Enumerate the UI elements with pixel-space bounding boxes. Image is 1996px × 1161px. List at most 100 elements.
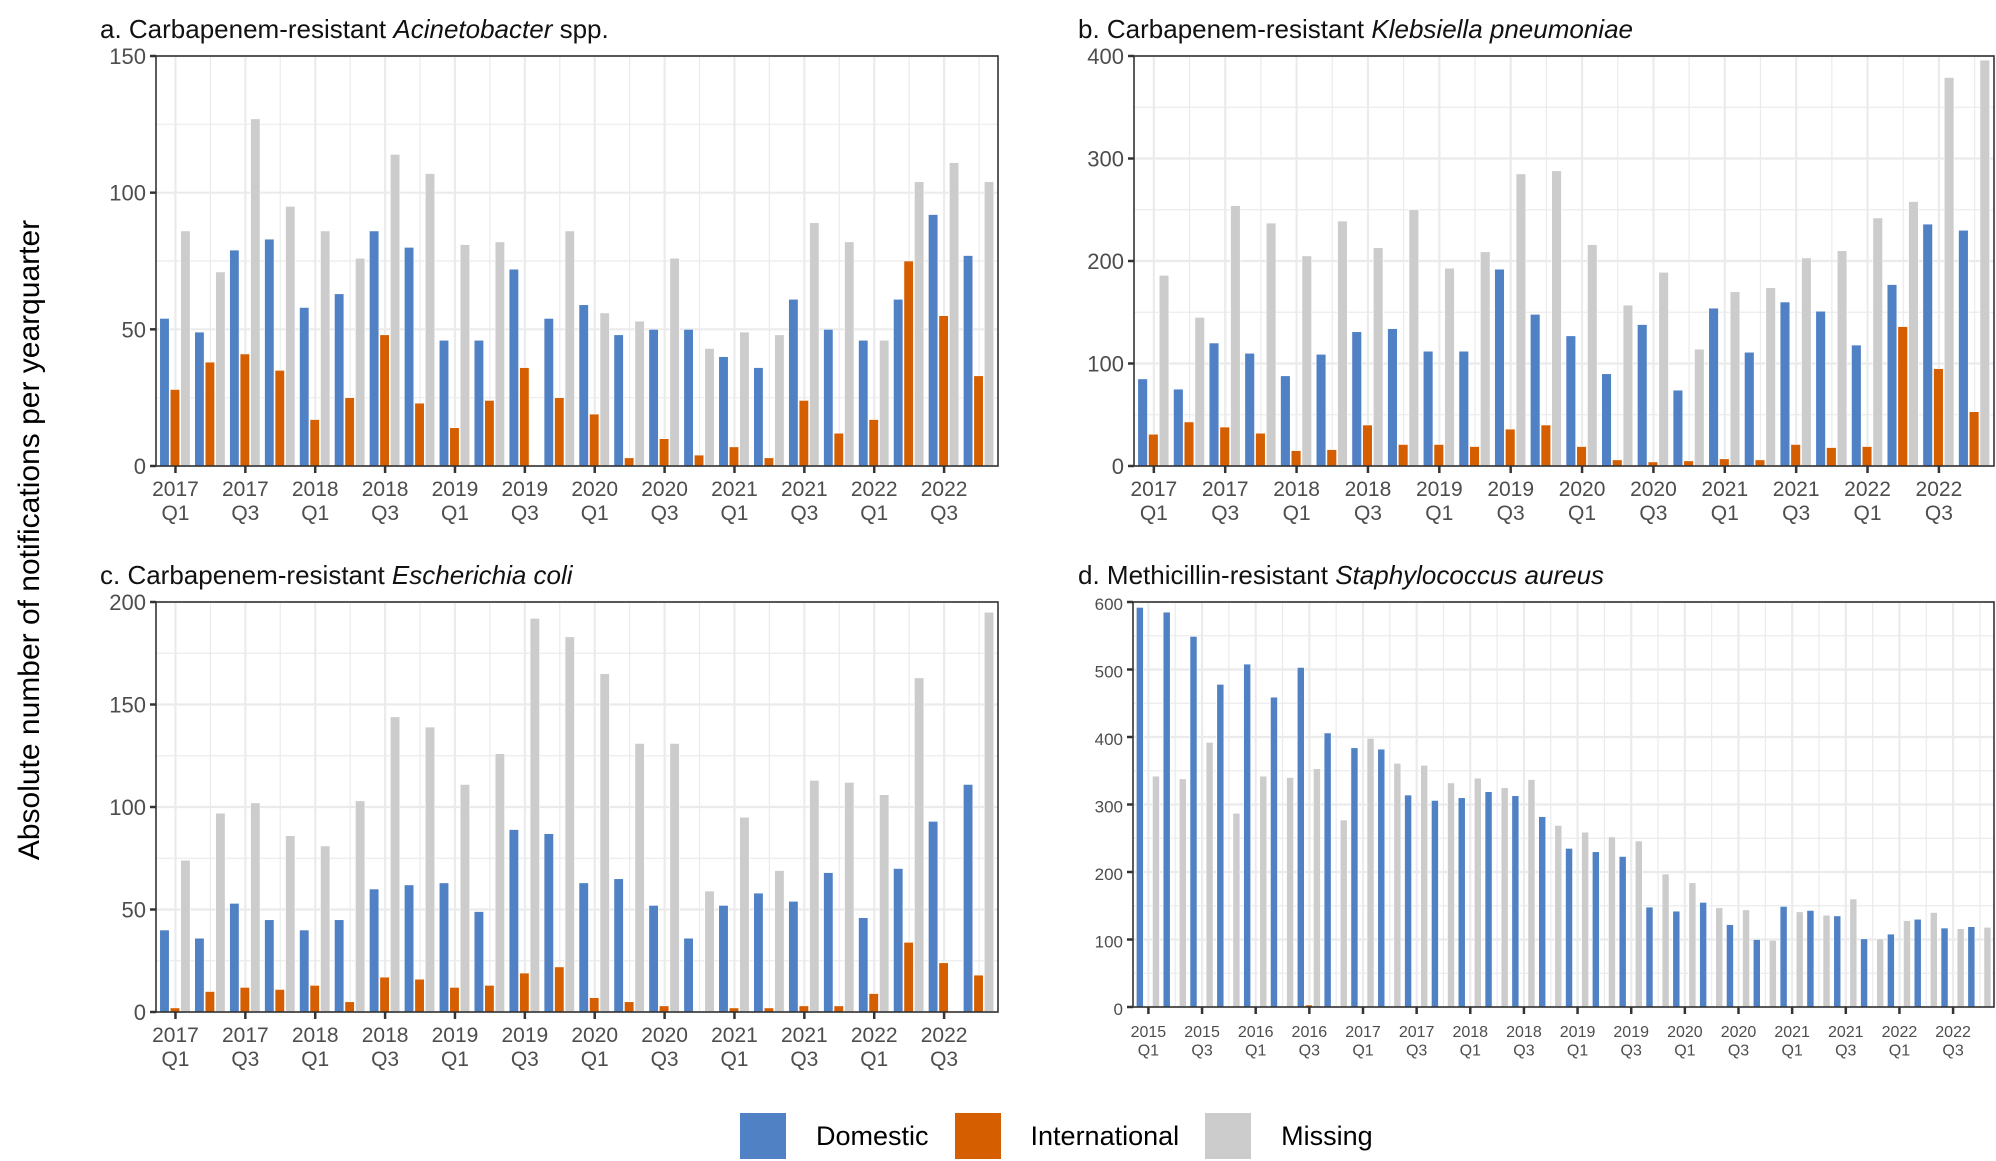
bar-missing: 2019 Q1 Missing: 259 — [1581, 831, 1589, 1008]
bar-missing: 2017 Q1 Missing: 398 — [1366, 738, 1375, 1008]
x-tick-label-quarter: Q1 — [1889, 1042, 1910, 1059]
bar-missing: 2017 Q2 Missing: 361 — [1393, 763, 1402, 1008]
bar-domestic: 2020 Q4 Domestic: 36 — [683, 937, 694, 1013]
bar-domestic: 2019 Q1 Domestic: 112 — [1422, 350, 1434, 467]
x-tick-label-year: 2019 — [1416, 478, 1463, 501]
bar-domestic: 2021 Q3 Domestic: 61 — [788, 298, 799, 467]
bar-missing: 2018 Q1 Missing: 205 — [1301, 255, 1312, 467]
bar-international: 2017 Q3 International: 12 — [239, 987, 250, 1013]
bar-domestic: 2019 Q4 Domestic: 148 — [1530, 313, 1541, 467]
x-tick-label-quarter: Q1 — [1245, 1042, 1266, 1059]
bar-domestic: 2020 Q2 Domestic: 65 — [613, 878, 624, 1013]
x-tick-label-quarter: Q3 — [1513, 1042, 1534, 1059]
bar-missing: 2022 Q1 Missing: 46 — [879, 339, 890, 467]
x-tick-label-quarter: Q3 — [1782, 502, 1810, 525]
x-tick-label-quarter: Q1 — [161, 1048, 189, 1071]
bar-missing: 2016 Q2 Missing: 340 — [1286, 777, 1294, 1008]
bar-missing: 2019 Q3 Missing: 246 — [1634, 840, 1643, 1008]
x-tick-label-quarter: Q3 — [930, 502, 958, 525]
bar-domestic: 2021 Q3 Domestic: 160 — [1779, 301, 1791, 467]
legend-label: International — [1030, 1120, 1180, 1151]
bar-international: 2020 Q4 International: 4 — [693, 454, 705, 467]
x-tick-label-year: 2019 — [1560, 1024, 1596, 1041]
x-tick-label-year: 2016 — [1292, 1024, 1328, 1041]
y-tick-label: 100 — [109, 181, 146, 206]
bar-missing: 2018 Q3 Missing: 144 — [390, 716, 401, 1013]
x-tick-label-quarter: Q1 — [581, 1048, 609, 1071]
x-tick-label-year: 2017 — [1130, 478, 1177, 501]
bar-missing: 2022 Q4 Missing: 118 — [1983, 927, 1992, 1008]
bar-domestic: 2019 Q2 Domestic: 230 — [1592, 851, 1600, 1008]
title-prefix: d. Methicillin-resistant — [1078, 560, 1336, 590]
bar-missing: 2019 Q1 Missing: 81 — [459, 244, 470, 467]
x-tick-label-quarter: Q3 — [231, 1048, 259, 1071]
bar-missing: 2021 Q3 Missing: 89 — [809, 222, 820, 467]
bar-domestic: 2020 Q2 Domestic: 155 — [1699, 902, 1707, 1008]
bar-missing: 2022 Q3 Missing: 111 — [949, 162, 960, 467]
bar-international: 2022 Q4 International: 18 — [973, 974, 984, 1013]
bar-domestic: 2021 Q1 Domestic: 40 — [718, 356, 729, 467]
x-tick-label-quarter: Q3 — [1354, 502, 1382, 525]
title-organism: Escherichia coli — [391, 560, 573, 590]
bar-missing: 2017 Q3 Missing: 127 — [250, 118, 261, 467]
bar-domestic: 2018 Q4 Domestic: 282 — [1538, 816, 1547, 1008]
bar-domestic: 2017 Q4 Domestic: 110 — [1244, 352, 1255, 467]
x-tick-label-year: 2018 — [1345, 478, 1392, 501]
y-tick-label: 300 — [1095, 798, 1123, 817]
y-tick-label: 200 — [109, 590, 146, 615]
bar-domestic: 2017 Q1 Domestic: 384 — [1350, 747, 1359, 1008]
legend-label: Missing — [1281, 1120, 1373, 1151]
bar-missing: 2017 Q3 Missing: 254 — [1230, 205, 1241, 467]
x-tick-label-year: 2017 — [152, 478, 199, 501]
bar-domestic: 2019 Q1 Domestic: 46 — [438, 339, 450, 467]
x-tick-label-quarter: Q3 — [231, 502, 259, 525]
bar-international: 2020 Q1 International: 7 — [589, 997, 600, 1013]
x-tick-label-quarter: Q3 — [651, 502, 679, 525]
x-tick-label-quarter: Q3 — [511, 502, 539, 525]
x-tick-label-quarter: Q3 — [1639, 502, 1667, 525]
x-tick-label-quarter: Q3 — [371, 1048, 399, 1071]
x-tick-label-year: 2020 — [641, 478, 688, 501]
title-suffix: spp. — [552, 14, 609, 44]
x-tick-label-quarter: Q3 — [1497, 502, 1525, 525]
x-tick-label-year: 2018 — [1506, 1024, 1542, 1041]
bar-international: 2019 Q1 International: 12 — [449, 987, 460, 1013]
bar-international: 2018 Q2 International: 5 — [344, 1001, 355, 1013]
bar-missing: 2022 Q1 Missing: 242 — [1872, 217, 1883, 467]
bar-domestic: 2022 Q3 Domestic: 92 — [928, 214, 939, 467]
bar-domestic: 2017 Q3 Domestic: 314 — [1404, 794, 1412, 1008]
x-tick-label-year: 2020 — [571, 1024, 618, 1047]
x-tick-label-year: 2018 — [1452, 1024, 1488, 1041]
x-tick-label-quarter: Q3 — [1406, 1042, 1427, 1059]
bar-domestic: 2017 Q4 Domestic: 83 — [264, 238, 275, 467]
x-tick-label-year: 2021 — [1701, 478, 1748, 501]
bar-domestic: 2022 Q2 Domestic: 70 — [893, 868, 904, 1013]
bar-international: 2019 Q1 International: 14 — [449, 427, 460, 467]
bar-domestic: 2022 Q2 Domestic: 61 — [893, 298, 904, 467]
bar-missing: 2022 Q3 Missing: 116 — [1956, 928, 1965, 1008]
x-tick-label-year: 2020 — [571, 478, 618, 501]
bar-missing: 2021 Q2 Missing: 48 — [774, 334, 785, 467]
bar-international: 2021 Q4 International: 12 — [833, 432, 844, 467]
bar-international: 2022 Q1 International: 19 — [1861, 446, 1873, 467]
bar-missing: 2021 Q2 Missing: 174 — [1765, 287, 1776, 467]
bar-international: 2021 Q2 International: 3 — [763, 457, 774, 467]
bar-missing: 2020 Q2 Missing: 147 — [1715, 907, 1724, 1008]
bar-international: 2022 Q3 International: 55 — [938, 315, 949, 467]
x-tick-label-quarter: Q3 — [371, 502, 399, 525]
bar-international: 2018 Q3 International: 17 — [379, 976, 390, 1013]
bar-domestic: 2019 Q2 Domestic: 112 — [1458, 350, 1469, 467]
bar-international: 2022 Q3 International: 95 — [1933, 368, 1944, 467]
x-tick-label-quarter: Q3 — [1728, 1042, 1749, 1059]
title-organism: Staphylococcus aureus — [1335, 560, 1605, 590]
x-tick-label-quarter: Q1 — [720, 1048, 748, 1071]
bar-international: 2018 Q3 International: 40 — [1362, 424, 1373, 467]
bar-domestic: 2016 Q1 Domestic: 508 — [1243, 663, 1251, 1008]
bar-international: 2022 Q2 International: 75 — [903, 260, 914, 467]
bar-domestic: 2019 Q4 Domestic: 87 — [543, 833, 554, 1013]
bar-domestic: 2018 Q3 Domestic: 313 — [1511, 795, 1520, 1008]
bar-missing: 2020 Q3 Missing: 144 — [1742, 909, 1750, 1008]
bar-domestic: 2015 Q4 Domestic: 478 — [1216, 684, 1225, 1008]
bar-international: 2019 Q3 International: 36 — [1505, 428, 1516, 467]
bar-missing: 2018 Q2 Missing: 325 — [1500, 787, 1509, 1008]
